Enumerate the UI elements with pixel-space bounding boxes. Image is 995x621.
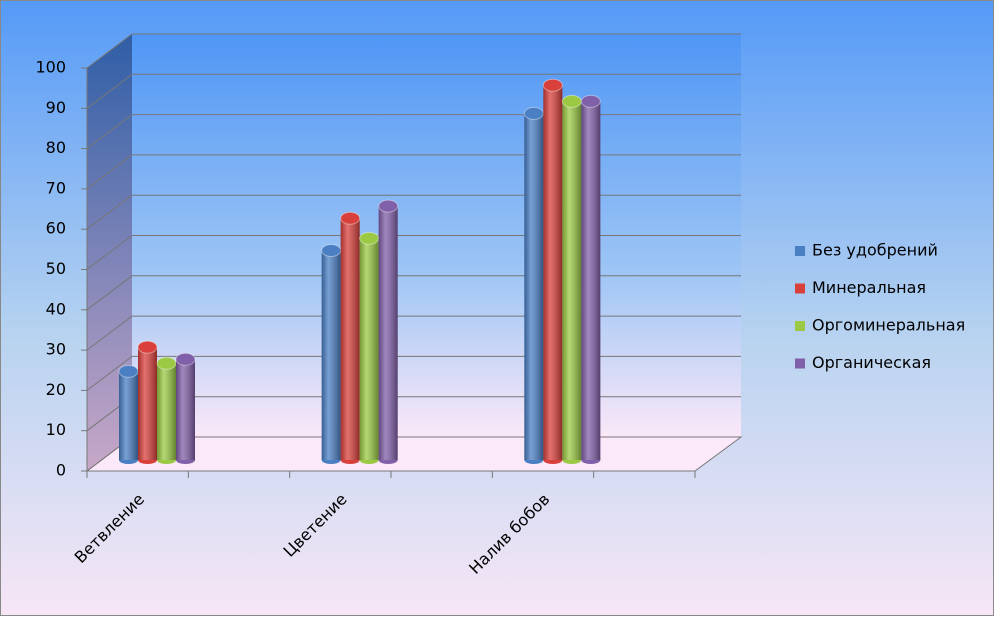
legend-swatch	[795, 358, 805, 369]
legend-label: Минеральная	[812, 278, 926, 297]
legend-label: Органическая	[812, 353, 931, 372]
y-tick-label: 100	[35, 58, 66, 77]
bar-top	[542, 78, 563, 92]
legend-swatch	[795, 283, 805, 294]
bar-top	[156, 356, 177, 370]
bar-shade	[176, 359, 195, 460]
bar-shade	[378, 206, 398, 460]
bar-shade	[543, 85, 563, 461]
bar-top	[561, 94, 582, 108]
bar-shade	[321, 250, 341, 460]
bar-shade	[340, 218, 360, 460]
y-tick-label: 20	[46, 380, 66, 399]
grid-line	[86, 114, 133, 149]
bar-shade	[581, 101, 601, 460]
legend-swatch	[795, 246, 805, 256]
grid-line	[86, 194, 133, 230]
bar-top	[359, 231, 380, 245]
y-tick-label: 50	[46, 259, 66, 278]
y-tick-label: 30	[46, 340, 66, 359]
y-tick-label: 10	[46, 420, 66, 439]
grid-line	[86, 356, 133, 391]
y-tick-label: 80	[46, 138, 66, 157]
y-tick-label: 60	[46, 219, 66, 238]
bar-shade	[157, 363, 176, 460]
bar-top	[340, 211, 361, 225]
grid-line	[86, 235, 133, 270]
grid-line	[86, 275, 133, 311]
y-tick-label: 40	[46, 299, 66, 318]
bar-top	[523, 106, 544, 120]
bar-shade	[524, 113, 544, 461]
grid-line	[86, 154, 133, 190]
bar-shade	[562, 101, 582, 460]
y-tick-label: 90	[46, 98, 66, 117]
grid-line	[86, 33, 133, 69]
y-tick-label: 0	[56, 461, 66, 480]
legend-label: Без удобрений	[812, 241, 938, 260]
bar-top	[580, 94, 601, 108]
bar-top	[118, 364, 139, 378]
bar-shade	[359, 238, 379, 460]
y-tick-label: 70	[46, 178, 66, 197]
bar-top	[378, 199, 399, 213]
grid-line	[86, 315, 133, 351]
legend-label: Оргоминеральная	[812, 316, 965, 335]
bar-top	[137, 340, 158, 354]
legend-swatch	[795, 321, 805, 331]
bar-shade	[138, 347, 157, 460]
bar-shade	[119, 371, 138, 460]
bar-top	[175, 352, 196, 366]
grid-line	[86, 73, 133, 109]
bar-top	[321, 243, 342, 257]
